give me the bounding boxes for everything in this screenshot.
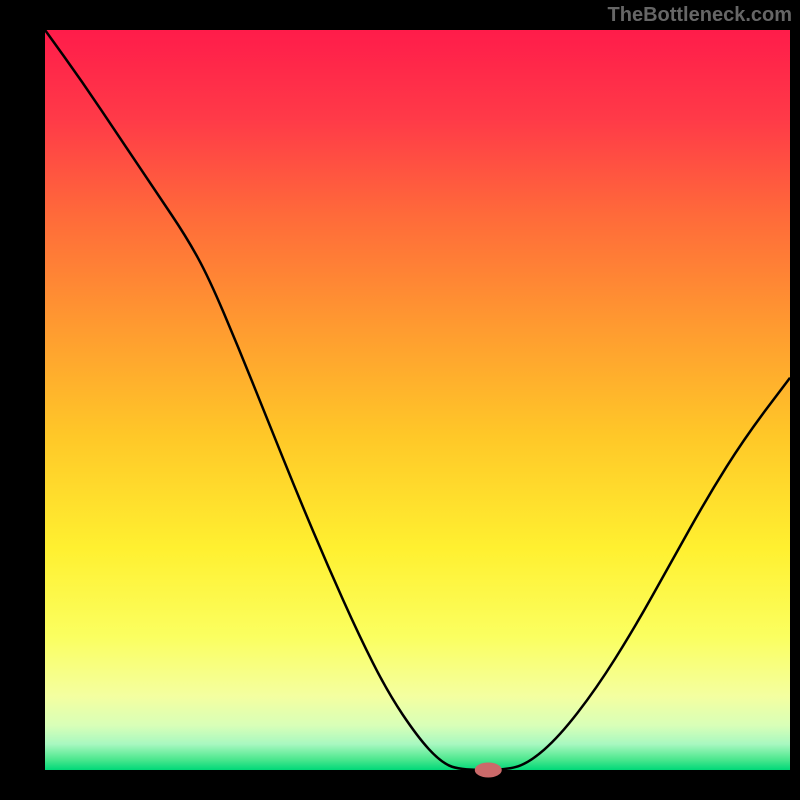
- chart-container: TheBottleneck.com: [0, 0, 800, 800]
- plot-background: [45, 30, 790, 770]
- watermark-text: TheBottleneck.com: [608, 4, 792, 27]
- optimal-marker: [475, 763, 501, 777]
- bottleneck-chart: [0, 0, 800, 800]
